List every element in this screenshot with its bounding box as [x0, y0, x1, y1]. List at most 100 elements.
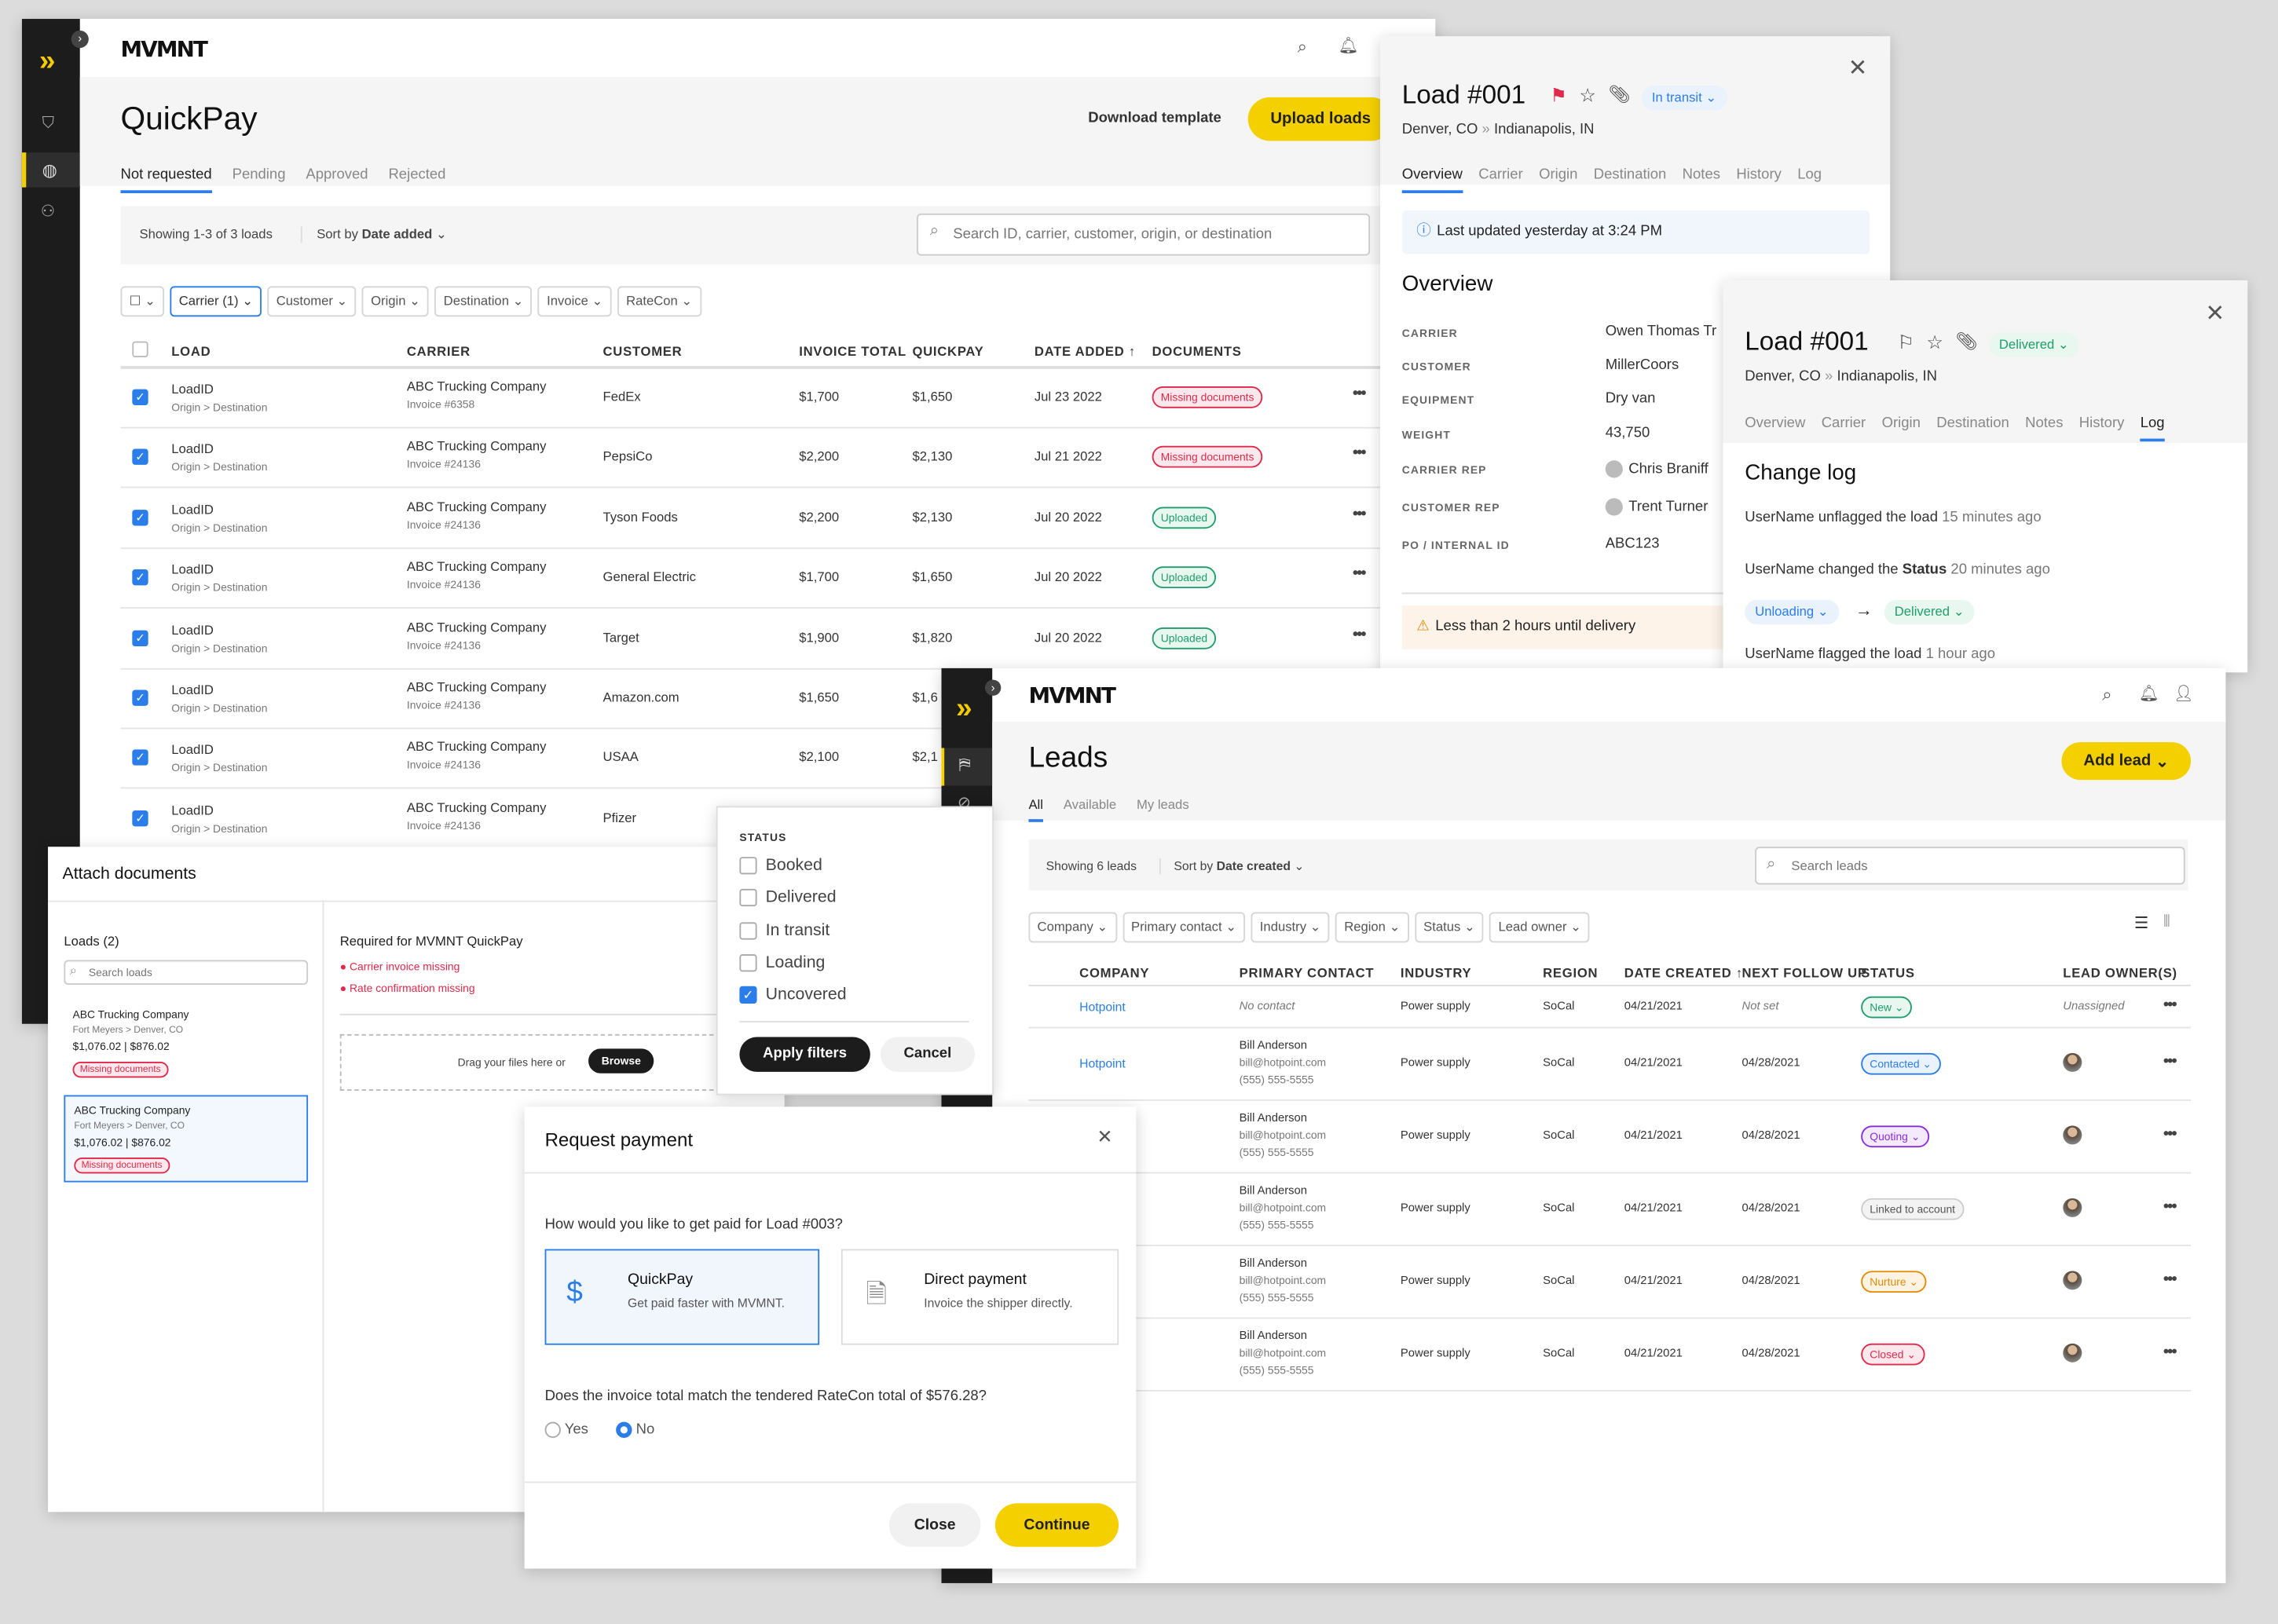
- status-dropdown[interactable]: New ⌄: [1861, 996, 1913, 1019]
- board-view-icon[interactable]: ⦀: [2163, 913, 2170, 931]
- tab-available[interactable]: Available: [1063, 797, 1117, 812]
- star-icon[interactable]: ☆: [1579, 84, 1596, 107]
- tab-destination[interactable]: Destination: [1936, 415, 2009, 432]
- table-row[interactable]: ✓ LoadID Origin > Destination ABC Truckin…: [120, 548, 1436, 609]
- tab-destination[interactable]: Destination: [1593, 166, 1667, 184]
- load-card[interactable]: ABC Trucking Company Fort Meyers > Denve…: [64, 1095, 309, 1183]
- status-dropdown[interactable]: Contacted ⌄: [1861, 1052, 1941, 1075]
- tab-not-requested[interactable]: Not requested: [120, 167, 212, 193]
- flag-outline-icon[interactable]: ⚐: [1897, 331, 1915, 353]
- more-options-icon[interactable]: •••: [2163, 1343, 2177, 1361]
- load-card[interactable]: ABC Trucking Company Fort Meyers > Denve…: [64, 1000, 308, 1088]
- search-input[interactable]: [917, 213, 1371, 256]
- radio-yes[interactable]: Yes: [544, 1421, 588, 1438]
- file-drop-zone[interactable]: Drag your files here or Browse: [339, 1033, 785, 1091]
- more-options-icon[interactable]: •••: [1352, 565, 1367, 583]
- leads-icon[interactable]: ⛿: [958, 756, 971, 774]
- table-row[interactable]: ✓ LoadID Origin > Destination ABC Truckin…: [120, 608, 1436, 669]
- browse-button[interactable]: Browse: [588, 1048, 654, 1074]
- filter-status[interactable]: Status ⌄: [1415, 912, 1485, 943]
- star-icon[interactable]: ☆: [1926, 331, 1943, 353]
- sidebar-expand-button[interactable]: ›: [71, 30, 89, 49]
- row-checkbox[interactable]: ✓: [132, 750, 148, 766]
- app-logo-chevrons-icon[interactable]: »: [955, 693, 972, 725]
- select-all-dropdown[interactable]: ☐ ⌄: [120, 286, 165, 317]
- status-option-booked[interactable]: Booked: [739, 857, 822, 874]
- more-options-icon[interactable]: •••: [2163, 1052, 2177, 1071]
- tab-notes[interactable]: Notes: [2025, 415, 2064, 432]
- tab-history[interactable]: History: [1736, 166, 1782, 184]
- status-dropdown[interactable]: Nurture ⌄: [1861, 1271, 1928, 1293]
- filter-carrier[interactable]: Carrier (1) ⌄: [170, 286, 262, 317]
- tab-overview[interactable]: Overview: [1745, 415, 1806, 432]
- more-options-icon[interactable]: •••: [1352, 505, 1367, 523]
- table-row[interactable]: ✓ LoadID Origin > Destination ABC Truckin…: [120, 668, 1436, 730]
- col-date-added[interactable]: DATE ADDED ↑: [1034, 344, 1136, 359]
- cancel-button[interactable]: Cancel: [880, 1037, 976, 1072]
- tab-notes[interactable]: Notes: [1682, 166, 1720, 184]
- filter-origin[interactable]: Origin ⌄: [361, 286, 430, 317]
- filter-lead-owner[interactable]: Lead owner ⌄: [1489, 912, 1591, 943]
- lead-row[interactable]: Bill Anderson bill@hotpoint.com (555) 555-…: [1028, 1317, 2192, 1392]
- tab-carrier[interactable]: Carrier: [1821, 415, 1866, 432]
- tab-all[interactable]: All: [1028, 797, 1043, 822]
- paperclip-icon[interactable]: 📎︎: [1955, 331, 1978, 352]
- bell-icon[interactable]: 🔔︎: [1338, 38, 1359, 56]
- lead-row[interactable]: Bill Anderson bill@hotpoint.com (555) 555-…: [1028, 1245, 2192, 1319]
- shield-icon[interactable]: ⛉: [42, 115, 54, 133]
- row-checkbox[interactable]: ✓: [132, 389, 148, 406]
- table-row[interactable]: ✓ LoadID Origin > Destination ABC Truckin…: [120, 368, 1436, 429]
- lead-row[interactable]: Bill Anderson bill@hotpoint.com (555) 555-…: [1028, 1172, 2192, 1246]
- lead-row[interactable]: Hotpoint Bill Anderson bill@hotpoint.com (…: [1028, 1027, 2192, 1101]
- table-row[interactable]: ✓ LoadID Origin > Destination ABC Truckin…: [120, 488, 1436, 549]
- company-link[interactable]: Hotpoint: [1079, 1055, 1126, 1071]
- tab-carrier[interactable]: Carrier: [1478, 166, 1523, 184]
- status-option-uncovered[interactable]: ✓ Uncovered: [739, 986, 847, 1004]
- search-icon[interactable]: ⌕: [1297, 36, 1308, 57]
- close-icon[interactable]: ✕: [2205, 302, 2225, 327]
- filter-invoice[interactable]: Invoice ⌄: [538, 286, 612, 317]
- row-checkbox[interactable]: ✓: [132, 569, 148, 586]
- paperclip-icon[interactable]: 📎︎: [1608, 84, 1631, 105]
- row-checkbox[interactable]: ✓: [132, 629, 148, 646]
- tab-rejected[interactable]: Rejected: [388, 166, 446, 184]
- more-options-icon[interactable]: •••: [2163, 1198, 2177, 1216]
- filter-ratecon[interactable]: RateCon ⌄: [617, 286, 701, 317]
- search-loads-input[interactable]: [64, 960, 309, 985]
- status-dropdown[interactable]: Delivered ⌄: [1988, 332, 2079, 357]
- status-option-delivered[interactable]: Delivered: [739, 889, 837, 907]
- list-view-icon[interactable]: ☰: [2133, 915, 2149, 933]
- close-button[interactable]: Close: [888, 1503, 981, 1547]
- search-icon[interactable]: ⌕: [2102, 684, 2112, 705]
- lead-row[interactable]: Bill Anderson bill@hotpoint.com (555) 555-…: [1028, 1099, 2192, 1174]
- tab-history[interactable]: History: [2078, 415, 2125, 432]
- user-icon[interactable]: 👤︎: [2173, 685, 2194, 704]
- continue-button[interactable]: Continue: [994, 1503, 1119, 1547]
- tab-overview[interactable]: Overview: [1401, 167, 1463, 193]
- tab-pending[interactable]: Pending: [232, 166, 286, 184]
- status-dropdown[interactable]: Quoting ⌄: [1861, 1125, 1929, 1148]
- close-icon[interactable]: ✕: [1848, 57, 1868, 82]
- search-leads-input[interactable]: [1755, 847, 2185, 885]
- status-dropdown[interactable]: Closed ⌄: [1861, 1343, 1925, 1366]
- flag-icon[interactable]: ⚑: [1550, 84, 1567, 107]
- row-checkbox[interactable]: ✓: [132, 509, 148, 526]
- more-options-icon[interactable]: •••: [2163, 996, 2177, 1014]
- col-date-created[interactable]: DATE CREATED ↑: [1624, 965, 1743, 981]
- status-option-loading[interactable]: Loading: [739, 953, 825, 971]
- sort-dropdown[interactable]: Sort by Date created ⌄: [1159, 858, 1305, 875]
- tab-my-leads[interactable]: My leads: [1137, 797, 1189, 812]
- status-dropdown[interactable]: Linked to account: [1861, 1198, 1965, 1220]
- globe-icon[interactable]: ◍: [42, 159, 58, 181]
- radio-no[interactable]: No: [616, 1421, 654, 1438]
- users-icon[interactable]: ⚇: [40, 203, 56, 221]
- filter-primary-contact[interactable]: Primary contact ⌄: [1122, 912, 1246, 943]
- company-link[interactable]: Hotpoint: [1079, 999, 1126, 1014]
- tab-origin[interactable]: Origin: [1539, 166, 1578, 184]
- more-options-icon[interactable]: •••: [1352, 625, 1367, 643]
- apply-filters-button[interactable]: Apply filters: [739, 1037, 870, 1072]
- filter-destination[interactable]: Destination ⌄: [434, 286, 533, 317]
- more-options-icon[interactable]: •••: [1352, 385, 1367, 403]
- bell-icon[interactable]: 🔔︎: [2138, 685, 2159, 704]
- lead-row[interactable]: Hotpoint No contact Power supply SoCal 0…: [1028, 986, 2192, 1029]
